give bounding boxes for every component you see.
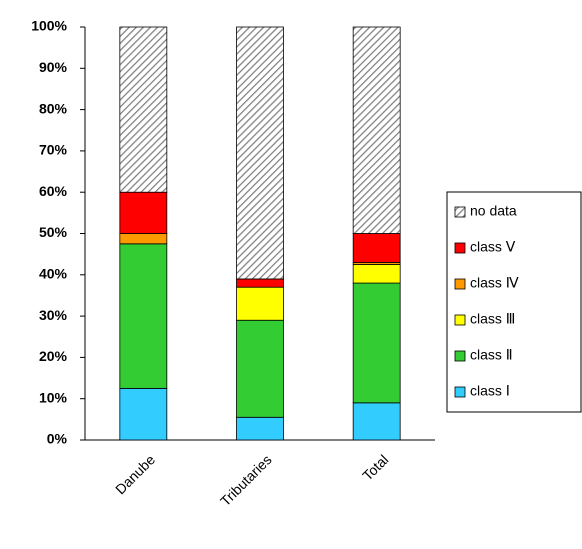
bar-segment (236, 416, 284, 441)
x-tick-label: Danube (112, 451, 158, 497)
x-tick-label: Total (359, 451, 391, 483)
bar-segment (352, 26, 401, 234)
y-tick-label: 60% (39, 183, 68, 199)
legend-label: class Ⅳ (470, 275, 519, 291)
y-tick-label: 40% (39, 266, 68, 282)
bar-segment (236, 286, 284, 321)
bar-segment (119, 243, 168, 389)
bar-segment (119, 191, 168, 234)
y-tick-label: 100% (31, 18, 67, 34)
bar-segment (352, 233, 401, 263)
bar-segment (236, 278, 284, 288)
bar-segment (236, 319, 284, 418)
legend-swatch (454, 206, 466, 218)
y-tick-label: 80% (39, 100, 68, 116)
legend-label: class Ⅴ (470, 239, 516, 255)
bar-segment (352, 264, 401, 284)
y-tick-label: 90% (39, 59, 68, 75)
y-tick-label: 50% (39, 224, 68, 240)
legend-swatch (454, 314, 466, 326)
bar-segment (119, 387, 168, 441)
y-tick-label: 10% (39, 389, 68, 405)
bar-segment (236, 26, 284, 280)
bar-segment (119, 233, 168, 245)
bar-segment (119, 26, 168, 193)
y-tick-label: 20% (39, 348, 68, 364)
x-tick-label: Tributaries (217, 451, 275, 509)
legend-box (446, 191, 582, 413)
legend-swatch (454, 386, 466, 398)
legend-label: class Ⅰ (470, 383, 510, 399)
bar-segment (352, 402, 401, 441)
legend-swatch (454, 350, 466, 362)
y-tick-label: 70% (39, 142, 68, 158)
y-tick-label: 0% (47, 431, 68, 447)
legend-swatch (454, 242, 466, 254)
y-tick-label: 30% (39, 307, 68, 323)
legend-label: class Ⅲ (470, 311, 515, 327)
bar-segment (352, 282, 401, 404)
legend-label: no data (470, 203, 517, 219)
legend-swatch (454, 278, 466, 290)
legend-label: class Ⅱ (470, 347, 513, 363)
